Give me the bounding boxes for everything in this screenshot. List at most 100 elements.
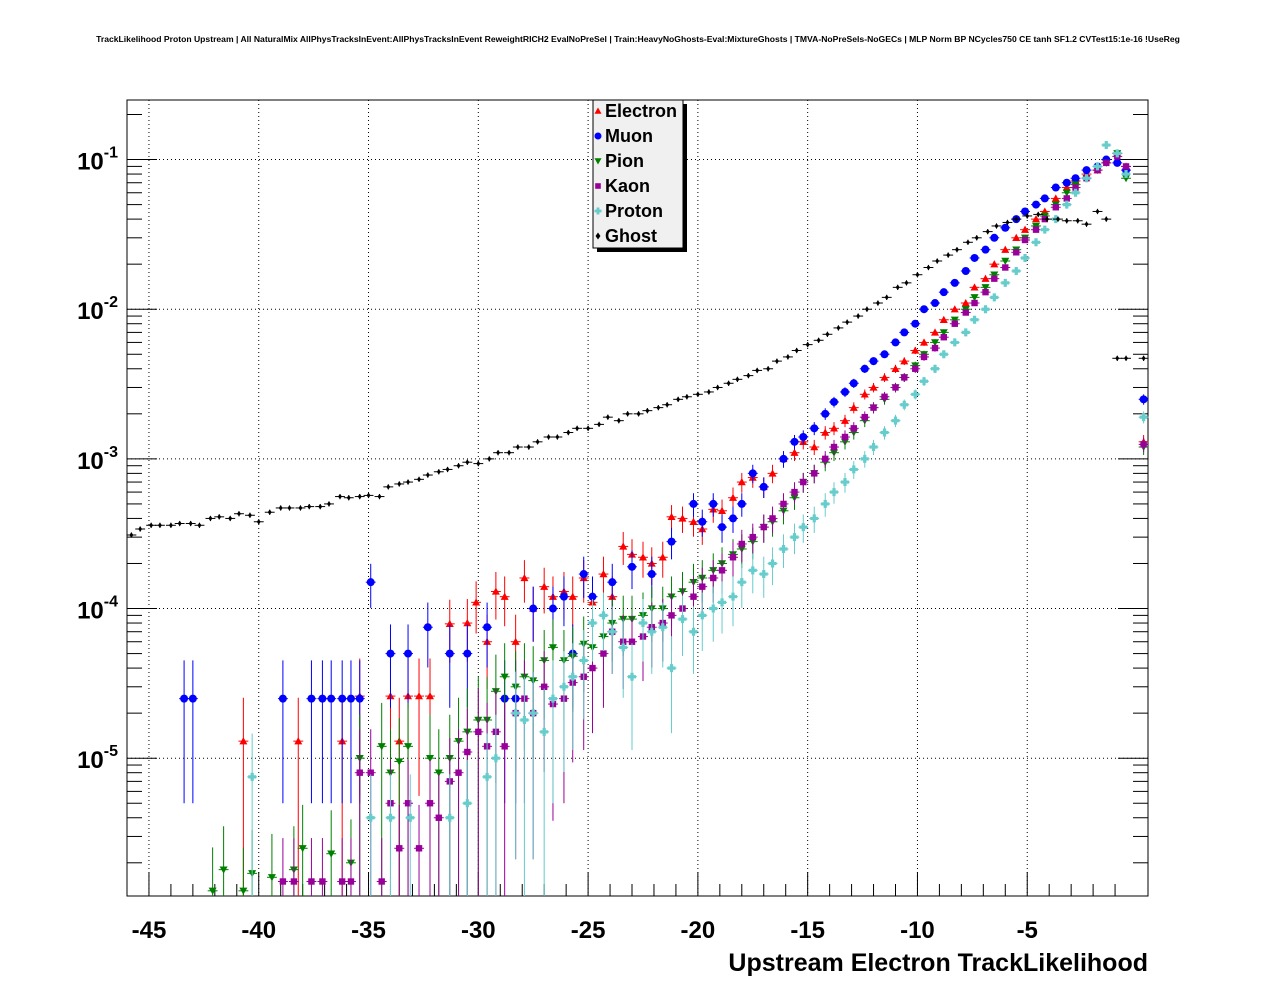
point-marker (1095, 208, 1100, 215)
data-point (234, 510, 244, 517)
data-point (989, 233, 1000, 242)
point-marker (347, 878, 355, 885)
data-point (960, 299, 971, 307)
data-point (736, 493, 747, 517)
point-marker (1056, 216, 1060, 222)
data-point (295, 505, 306, 511)
point-marker (338, 493, 342, 500)
data-point (899, 373, 910, 382)
point-marker (950, 305, 959, 313)
data-point (791, 347, 802, 354)
data-point (284, 505, 295, 511)
point-marker (500, 592, 509, 600)
data-point (989, 260, 1000, 268)
point-marker (1013, 249, 1020, 256)
data-point (266, 833, 277, 896)
point-marker (880, 350, 889, 359)
data-point (473, 460, 484, 467)
point-marker (356, 769, 363, 776)
data-point (868, 382, 879, 393)
point-marker (426, 754, 435, 763)
data-point (969, 253, 980, 262)
data-point (245, 512, 255, 519)
point-marker (760, 523, 767, 531)
point-marker (810, 443, 819, 451)
data-point (1138, 355, 1149, 362)
point-marker (940, 334, 947, 341)
legend-marker (594, 207, 602, 215)
point-marker (985, 228, 990, 235)
data-point (890, 414, 901, 428)
data-point (618, 619, 629, 698)
point-marker (900, 328, 909, 337)
data-point (1000, 278, 1011, 287)
point-marker (791, 488, 798, 496)
data-point (881, 294, 892, 301)
point-marker (237, 510, 241, 517)
data-point (422, 602, 433, 668)
data-point (493, 449, 504, 456)
data-point (642, 407, 653, 414)
point-marker (1122, 175, 1131, 183)
data-point (969, 283, 980, 291)
data-point (1101, 216, 1112, 222)
point-marker (645, 407, 650, 414)
point-marker (1025, 213, 1030, 219)
point-marker (1032, 222, 1041, 230)
data-point (736, 472, 747, 493)
point-marker (799, 433, 808, 442)
legend-label: Proton (605, 201, 663, 221)
data-point (938, 334, 949, 341)
data-point (179, 660, 190, 804)
point-marker (904, 280, 909, 286)
point-marker (1082, 166, 1091, 175)
legend-label: Ghost (605, 226, 657, 246)
point-marker (568, 592, 577, 600)
data-point (657, 541, 668, 578)
data-point (315, 503, 326, 510)
point-marker (197, 522, 202, 529)
data-point (991, 223, 1002, 229)
point-marker (1045, 216, 1049, 222)
y-tick-label: 10-4 (77, 594, 118, 625)
point-marker (667, 537, 676, 546)
data-point (708, 586, 719, 642)
point-marker (962, 309, 969, 316)
point-marker (811, 470, 818, 477)
data-point (403, 759, 413, 896)
data-point (736, 529, 747, 563)
data-point (969, 294, 980, 302)
data-point (890, 382, 901, 393)
point-marker (856, 313, 861, 319)
data-point (385, 774, 396, 896)
point-marker (821, 409, 830, 418)
data-point (971, 235, 982, 241)
point-marker (308, 878, 315, 885)
data-point (919, 353, 929, 361)
point-marker (463, 649, 472, 658)
data-point (297, 804, 308, 896)
point-marker (709, 604, 718, 613)
data-point (980, 305, 991, 314)
data-point (1050, 194, 1061, 202)
data-point (519, 676, 530, 896)
point-marker (647, 570, 656, 579)
data-point (135, 526, 146, 532)
data-point (275, 505, 286, 511)
point-marker (327, 694, 336, 703)
data-point (337, 838, 348, 896)
data-point (337, 660, 348, 804)
data-point (490, 714, 501, 896)
point-marker (836, 325, 841, 331)
x-tick-label: -10 (900, 917, 935, 944)
point-marker (667, 512, 676, 521)
point-marker (579, 570, 588, 579)
point-marker (990, 293, 999, 302)
data-point (930, 328, 940, 336)
point-marker (830, 397, 839, 406)
point-marker (247, 512, 252, 519)
y-tick-base: 10 (77, 598, 104, 625)
data-point (789, 482, 800, 504)
point-marker (445, 619, 454, 628)
data-point (943, 252, 954, 258)
